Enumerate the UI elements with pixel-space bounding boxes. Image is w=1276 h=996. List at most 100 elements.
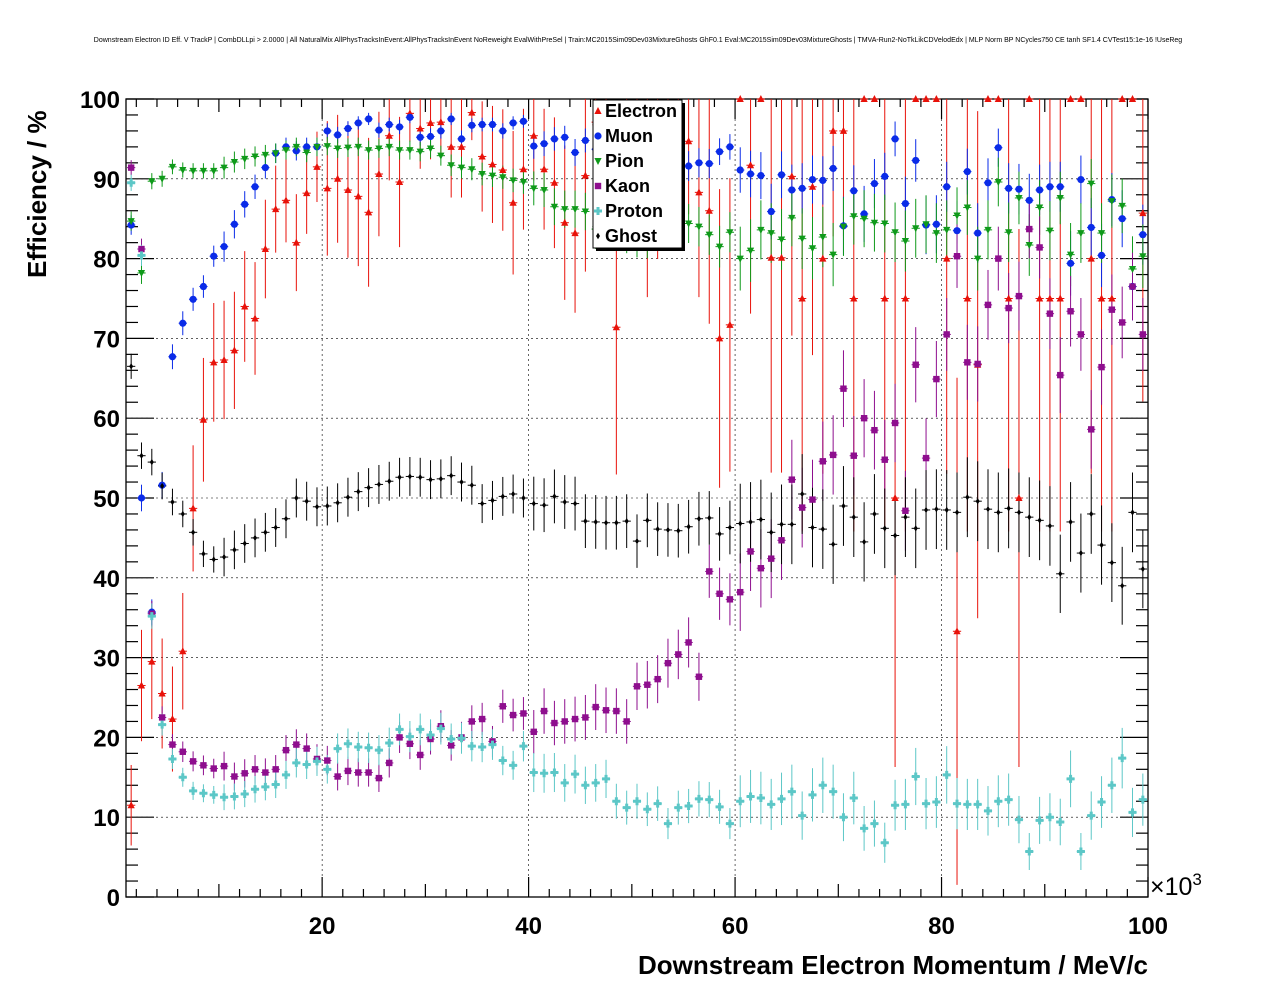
kaon-point — [334, 773, 341, 780]
ghost-point — [345, 494, 350, 501]
kaon-point — [706, 568, 713, 575]
electron-point — [468, 108, 476, 116]
ghost-point — [1120, 582, 1125, 589]
pion-point — [1097, 230, 1106, 238]
pion-point — [1077, 230, 1085, 238]
pion-point — [540, 186, 548, 194]
electron-point — [726, 320, 734, 328]
kaon-point — [685, 639, 692, 646]
kaon-point — [829, 451, 837, 459]
ghost-point — [758, 516, 763, 523]
proton-point — [911, 772, 920, 781]
proton-point — [550, 768, 559, 777]
proton-point — [839, 813, 848, 822]
muon-point — [1077, 175, 1085, 184]
proton-point — [560, 778, 569, 787]
y-tick-label: 0 — [107, 885, 120, 912]
electron-point — [158, 689, 166, 697]
pion-point — [767, 230, 775, 238]
kaon-point — [1108, 306, 1116, 313]
proton-point — [302, 760, 311, 769]
ghost-point — [459, 478, 464, 486]
electron-point — [984, 95, 992, 102]
electron-point — [715, 334, 724, 342]
ghost-point — [985, 505, 990, 513]
pion-point — [282, 147, 290, 155]
electron-point — [1139, 209, 1147, 217]
proton-point — [777, 794, 786, 803]
muon-point — [561, 133, 569, 141]
pion-point — [1087, 180, 1095, 188]
ghost-point — [965, 494, 970, 501]
ghost-point — [387, 478, 392, 485]
kaon-point — [1077, 331, 1085, 338]
ghost-point — [211, 556, 216, 563]
proton-point — [292, 758, 301, 767]
kaon-point — [964, 359, 971, 366]
pion-point — [561, 206, 569, 214]
muon-point — [210, 252, 218, 260]
muon-point — [344, 124, 352, 133]
x-exponent-power: 3 — [1192, 870, 1201, 889]
ghost-point — [180, 510, 185, 518]
muon-point — [499, 127, 507, 135]
proton-point — [540, 769, 549, 778]
proton-point — [663, 819, 672, 828]
electron-point — [251, 314, 259, 322]
ghost-point — [665, 526, 670, 534]
muon-point — [189, 295, 197, 303]
proton-point — [385, 738, 394, 747]
ghost-point — [924, 506, 929, 514]
ghost-point — [779, 521, 784, 528]
ghost-point — [562, 498, 567, 506]
pion-point — [974, 255, 982, 263]
proton-point — [509, 761, 518, 770]
kaon-point — [737, 588, 744, 596]
electron-point — [860, 95, 868, 102]
kaon-point — [189, 758, 197, 765]
ghost-point — [511, 490, 516, 498]
muon-point — [798, 184, 806, 192]
proton-point — [364, 743, 373, 752]
kaon-point — [561, 718, 568, 725]
proton-point — [808, 790, 817, 799]
pion-point — [798, 235, 806, 243]
proton-point — [983, 806, 992, 815]
proton-point — [1138, 795, 1147, 804]
muon-point — [943, 183, 951, 191]
pion-point — [860, 215, 868, 223]
ghost-point — [449, 472, 454, 479]
legend-kaon-label: Kaon — [605, 176, 650, 196]
proton-point — [519, 742, 528, 751]
electron-point — [1108, 294, 1116, 302]
kaon-point — [447, 742, 455, 749]
proton-point — [818, 781, 827, 790]
muon-point — [736, 166, 744, 174]
proton-point — [736, 797, 745, 806]
electron-point — [736, 95, 744, 102]
kaon-point — [355, 769, 362, 776]
ghost-point — [1078, 549, 1083, 557]
ghost-point — [335, 499, 340, 506]
muon-point — [891, 135, 899, 143]
pion-point — [385, 143, 393, 151]
ghost-point — [748, 518, 753, 526]
kaon-point — [850, 452, 857, 459]
pion-point — [1056, 194, 1064, 202]
ghost-point — [490, 497, 495, 504]
kaon-point — [1026, 225, 1033, 233]
pion-point — [426, 145, 435, 153]
ghost-point — [253, 534, 258, 542]
kaon-point — [344, 767, 352, 775]
ghost-point — [438, 475, 443, 483]
electron-point — [519, 165, 528, 173]
y-tick-label: 30 — [93, 646, 120, 673]
ghost-point — [655, 525, 660, 533]
ghost-point — [882, 525, 887, 532]
proton-point — [395, 725, 404, 734]
electron-point — [334, 174, 342, 182]
kaon-point — [1088, 426, 1095, 433]
kaon-point — [912, 361, 919, 368]
kaon-point — [881, 456, 888, 463]
